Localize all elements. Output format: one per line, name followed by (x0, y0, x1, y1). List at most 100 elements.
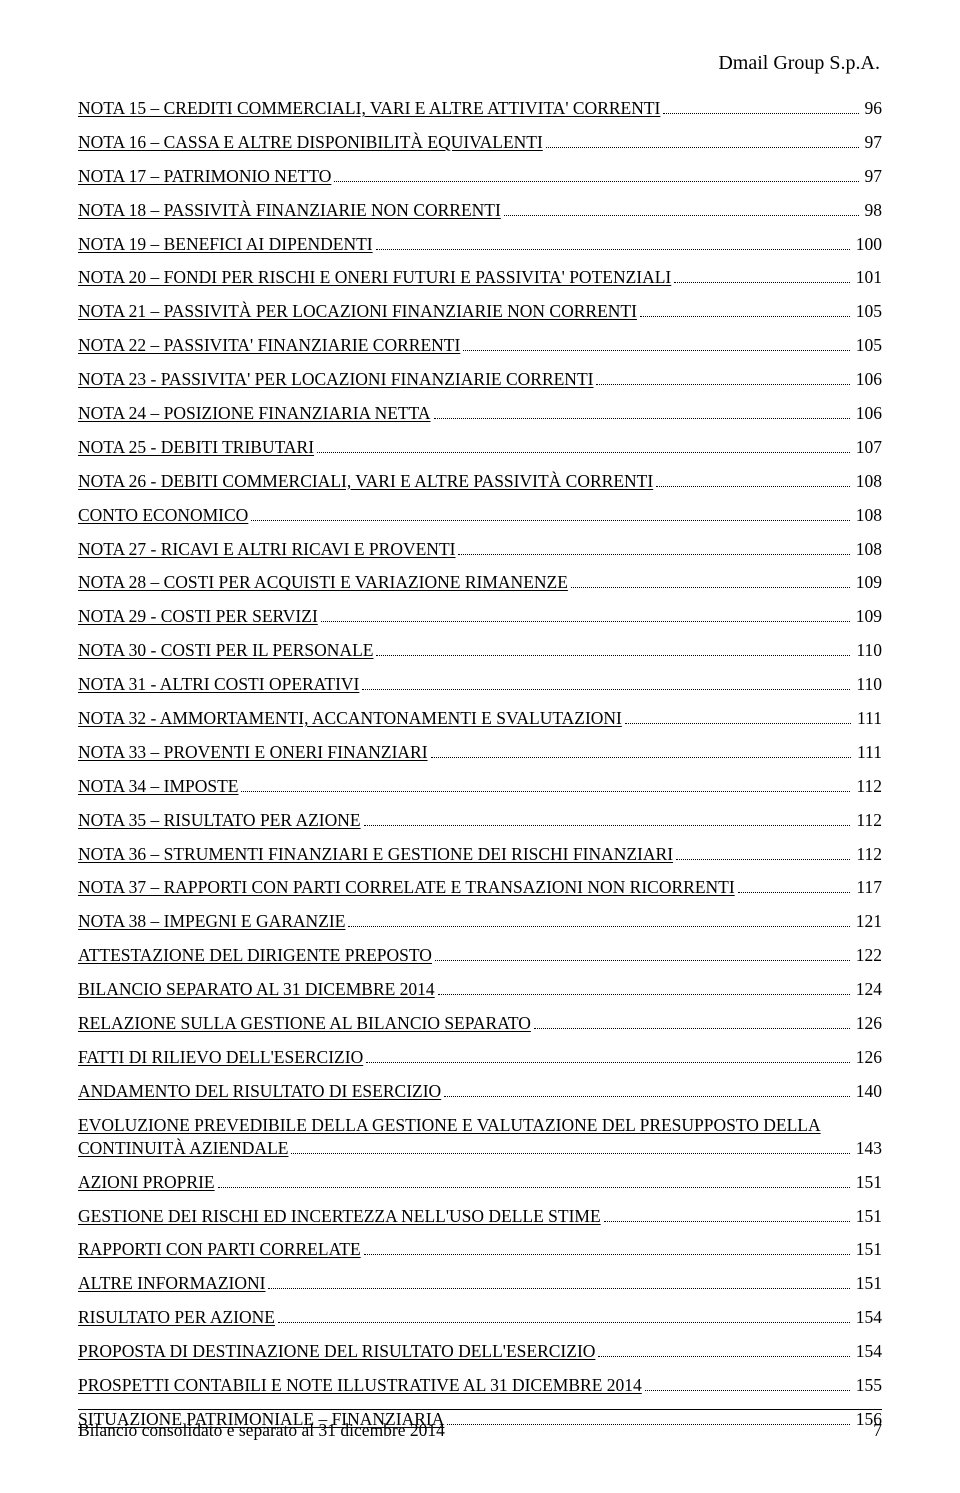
toc-page: 112 (854, 809, 882, 832)
toc-page: 122 (854, 944, 882, 967)
toc-entry: NOTA 28 – COSTI PER ACQUISTI E VARIAZION… (78, 571, 882, 594)
toc-page: 101 (854, 266, 882, 289)
toc-leader (376, 236, 850, 249)
toc-label: NOTA 17 – PATRIMONIO NETTO (78, 165, 331, 188)
toc-page: 155 (854, 1374, 882, 1397)
toc-entry: ANDAMENTO DEL RISULTATO DI ESERCIZIO 140 (78, 1080, 882, 1103)
toc-page: 154 (854, 1306, 882, 1329)
toc-label: CONTO ECONOMICO (78, 504, 248, 527)
toc-label: NOTA 35 – RISULTATO PER AZIONE (78, 809, 361, 832)
toc-label: NOTA 31 - ALTRI COSTI OPERATIVI (78, 673, 359, 696)
toc-entry: NOTA 35 – RISULTATO PER AZIONE 112 (78, 809, 882, 832)
toc-label: PROSPETTI CONTABILI E NOTE ILLUSTRATIVE … (78, 1374, 642, 1397)
toc-entry: NOTA 25 - DEBITI TRIBUTARI 107 (78, 436, 882, 459)
toc-label: ALTRE INFORMAZIONI (78, 1272, 265, 1295)
toc-entry: NOTA 23 - PASSIVITA' PER LOCAZIONI FINAN… (78, 368, 882, 391)
toc-entry: NOTA 30 - COSTI PER IL PERSONALE 110 (78, 639, 882, 662)
footer-left-text: Bilancio consolidato e separato al 31 di… (78, 1420, 445, 1441)
header-company: Dmail Group S.p.A. (78, 52, 882, 75)
toc-label: RISULTATO PER AZIONE (78, 1306, 275, 1329)
toc-label: ATTESTAZIONE DEL DIRIGENTE PREPOSTO (78, 944, 432, 967)
toc-page: 106 (854, 368, 882, 391)
toc-leader (364, 1242, 850, 1255)
toc-entry: FATTI DI RILIEVO DELL'ESERCIZIO 126 (78, 1046, 882, 1069)
toc-leader (278, 1310, 850, 1323)
toc-leader (444, 1084, 850, 1097)
toc-page: 97 (863, 131, 883, 154)
toc-label: NOTA 34 – IMPOSTE (78, 775, 238, 798)
toc-page: 110 (854, 639, 882, 662)
toc-entry: NOTA 29 - COSTI PER SERVIZI 109 (78, 605, 882, 628)
toc-label: NOTA 26 - DEBITI COMMERCIALI, VARI E ALT… (78, 470, 653, 493)
toc-entry: CONTO ECONOMICO 108 (78, 504, 882, 527)
toc-leader (676, 846, 850, 859)
toc-leader (366, 1050, 850, 1063)
toc-leader (463, 338, 849, 351)
toc-page: 151 (854, 1171, 882, 1194)
toc-page: 112 (854, 843, 882, 866)
toc-entry: NOTA 38 – IMPEGNI E GARANZIE 121 (78, 910, 882, 933)
toc-label: NOTA 20 – FONDI PER RISCHI E ONERI FUTUR… (78, 266, 671, 289)
toc-entry: PROPOSTA DI DESTINAZIONE DEL RISULTATO D… (78, 1340, 882, 1363)
toc-entry: NOTA 34 – IMPOSTE 112 (78, 775, 882, 798)
toc-entry: NOTA 37 – RAPPORTI CON PARTI CORRELATE E… (78, 876, 882, 899)
toc-page: 111 (855, 741, 882, 764)
toc-leader (598, 1344, 849, 1357)
toc-entry: NOTA 18 – PASSIVITÀ FINANZIARIE NON CORR… (78, 199, 882, 222)
toc-leader (534, 1016, 850, 1029)
toc-leader (268, 1276, 849, 1289)
toc-label: GESTIONE DEI RISCHI ED INCERTEZZA NELL'U… (78, 1205, 601, 1228)
toc-leader (317, 440, 850, 453)
toc-page: 97 (863, 165, 883, 188)
toc-entry: NOTA 33 – PROVENTI E ONERI FINANZIARI 11… (78, 741, 882, 764)
footer-rule (78, 1409, 882, 1410)
toc-entry: BILANCIO SEPARATO AL 31 DICEMBRE 2014 12… (78, 978, 882, 1001)
toc-entry: RISULTATO PER AZIONE 154 (78, 1306, 882, 1329)
toc-label: NOTA 16 – CASSA E ALTRE DISPONIBILITÀ EQ… (78, 131, 543, 154)
toc-leader (645, 1378, 850, 1391)
toc-entry: NOTA 17 – PATRIMONIO NETTO 97 (78, 165, 882, 188)
toc-page: 110 (854, 673, 882, 696)
toc-leader (438, 982, 850, 995)
toc-entry: NOTA 21 – PASSIVITÀ PER LOCAZIONI FINANZ… (78, 300, 882, 323)
toc-entry: NOTA 15 – CREDITI COMMERCIALI, VARI E AL… (78, 97, 882, 120)
toc-label: NOTA 19 – BENEFICI AI DIPENDENTI (78, 233, 373, 256)
toc-label: NOTA 21 – PASSIVITÀ PER LOCAZIONI FINANZ… (78, 300, 637, 323)
toc-entry: NOTA 20 – FONDI PER RISCHI E ONERI FUTUR… (78, 266, 882, 289)
toc-page: 108 (854, 538, 882, 561)
toc-entry: ALTRE INFORMAZIONI 151 (78, 1272, 882, 1295)
toc-page: 126 (854, 1046, 882, 1069)
toc-leader (434, 406, 850, 419)
toc-entry: NOTA 32 - AMMORTAMENTI, ACCANTONAMENTI E… (78, 707, 882, 730)
toc-label: NOTA 23 - PASSIVITA' PER LOCAZIONI FINAN… (78, 368, 593, 391)
toc-page: 96 (863, 97, 883, 120)
toc-leader (640, 304, 850, 317)
toc-leader (604, 1208, 850, 1221)
toc-entry: AZIONI PROPRIE 151 (78, 1171, 882, 1194)
toc-page: 105 (854, 334, 882, 357)
toc-leader (431, 745, 851, 758)
toc-entry: NOTA 22 – PASSIVITA' FINANZIARIE CORRENT… (78, 334, 882, 357)
toc-entry: NOTA 31 - ALTRI COSTI OPERATIVI 110 (78, 673, 882, 696)
toc-page: 121 (854, 910, 882, 933)
toc-label: ANDAMENTO DEL RISULTATO DI ESERCIZIO (78, 1080, 441, 1103)
toc-leader (504, 202, 859, 215)
toc-page: 109 (854, 605, 882, 628)
toc-label: NOTA 27 - RICAVI E ALTRI RICAVI E PROVEN… (78, 538, 455, 561)
toc-label: NOTA 36 – STRUMENTI FINANZIARI E GESTION… (78, 843, 673, 866)
toc-entry: NOTA 19 – BENEFICI AI DIPENDENTI 100 (78, 233, 882, 256)
toc-label: PROPOSTA DI DESTINAZIONE DEL RISULTATO D… (78, 1340, 595, 1363)
toc-page: 154 (854, 1340, 882, 1363)
toc-label: NOTA 28 – COSTI PER ACQUISTI E VARIAZION… (78, 571, 568, 594)
toc-line2: CONTINUITÀ AZIENDALE 143 (78, 1137, 882, 1160)
toc-leader (291, 1141, 849, 1154)
footer-page-number: 7 (873, 1420, 882, 1441)
toc-label: RAPPORTI CON PARTI CORRELATE (78, 1238, 361, 1261)
toc-leader (596, 372, 849, 385)
toc-leader (218, 1174, 850, 1187)
toc-page: 143 (854, 1137, 882, 1160)
page: Dmail Group S.p.A. NOTA 15 – CREDITI COM… (0, 0, 960, 1493)
toc-page: 151 (854, 1272, 882, 1295)
toc-entry: GESTIONE DEI RISCHI ED INCERTEZZA NELL'U… (78, 1205, 882, 1228)
toc-leader (241, 779, 850, 792)
